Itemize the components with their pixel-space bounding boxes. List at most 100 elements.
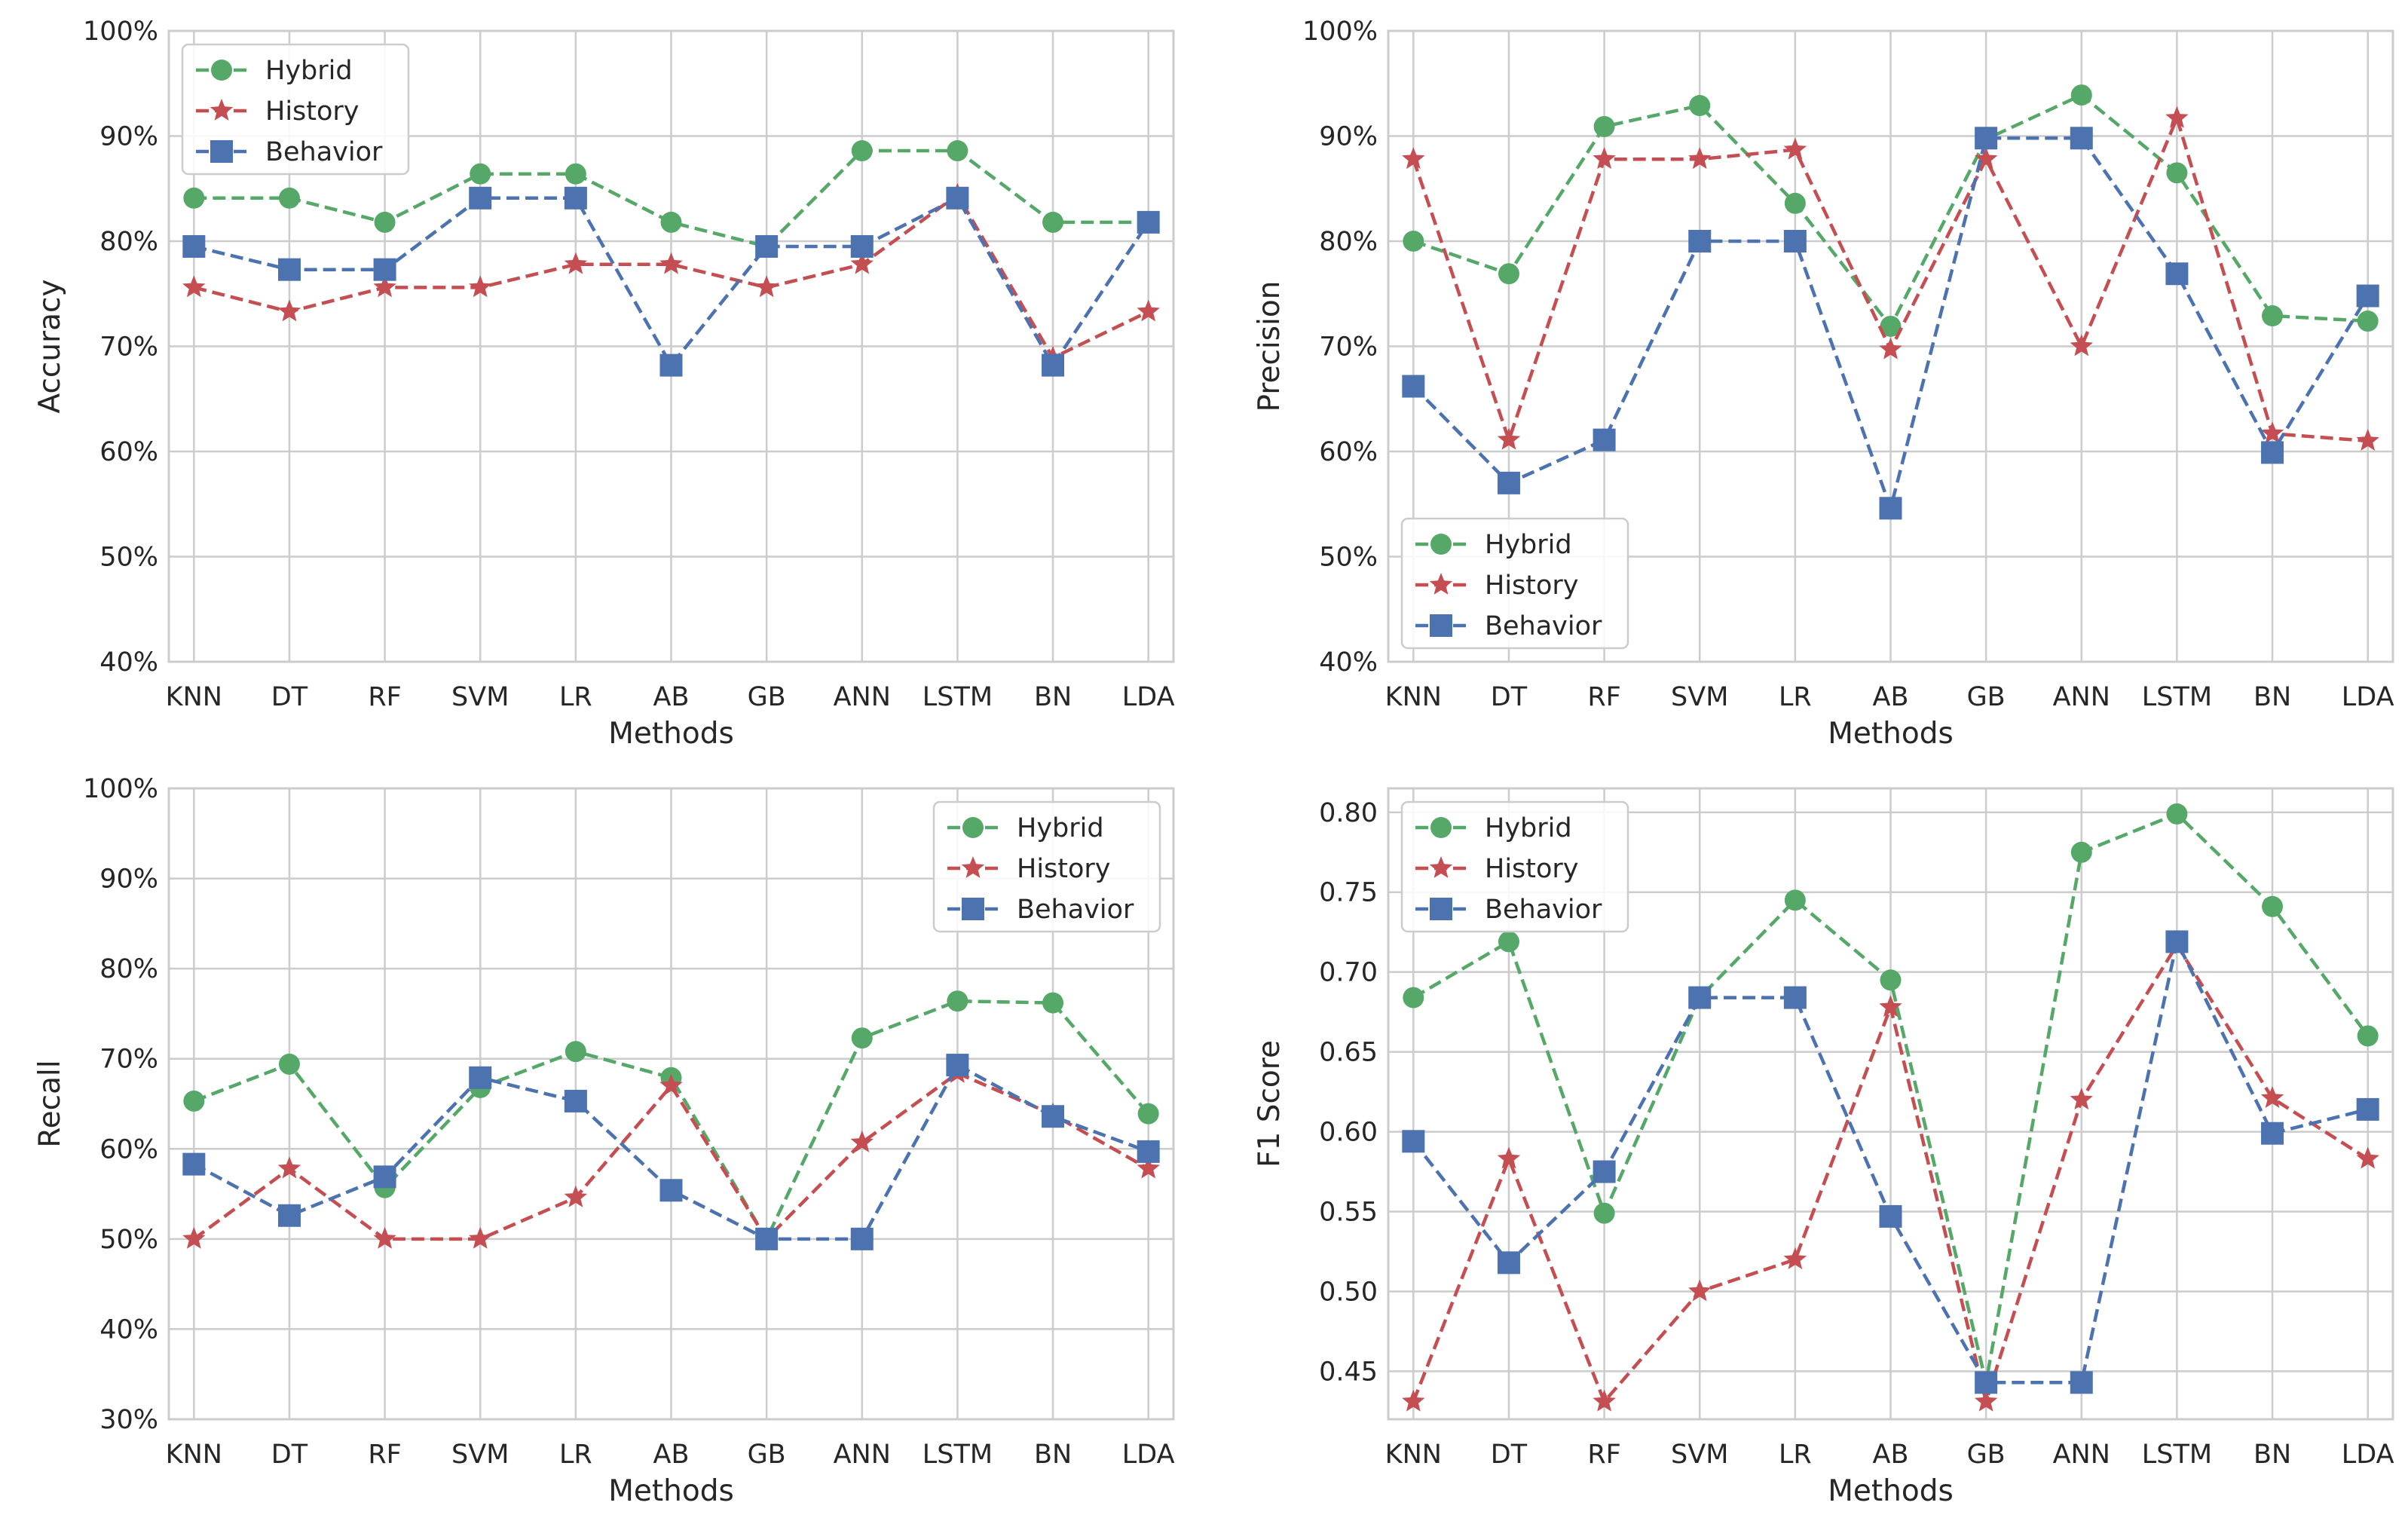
x-tick-label: LR <box>1779 1440 1812 1470</box>
x-tick-label: LSTM <box>2142 1440 2212 1470</box>
data-point-behavior <box>182 1152 206 1176</box>
series-line-hybrid <box>194 148 1149 249</box>
x-axis-label: Methods <box>608 1474 734 1508</box>
data-point-behavior <box>659 1179 683 1202</box>
data-point-hybrid <box>1880 315 1902 337</box>
data-point-behavior <box>1593 428 1616 451</box>
legend-label: Behavior <box>265 137 383 167</box>
data-point-behavior <box>469 1066 492 1089</box>
series-behavior <box>182 1054 1160 1250</box>
x-tick-label: SVM <box>451 1440 509 1470</box>
x-tick-label: ANN <box>2053 1440 2110 1470</box>
data-point-history <box>2356 429 2379 451</box>
data-point-history <box>2165 106 2189 128</box>
data-point-behavior <box>277 258 301 281</box>
data-point-behavior <box>946 1054 969 1077</box>
data-point-hybrid <box>2262 895 2284 917</box>
y-tick-label: 100% <box>1302 17 1378 47</box>
data-point-behavior <box>1497 471 1520 494</box>
x-tick-label: AB <box>653 682 690 712</box>
y-tick-label: 60% <box>99 437 158 467</box>
legend-marker-hybrid <box>1430 817 1452 838</box>
data-point-hybrid <box>2070 841 2092 863</box>
data-point-behavior <box>1137 210 1160 234</box>
legend-entry-behavior: Behavior <box>1415 611 1602 641</box>
y-tick-label: 100% <box>83 17 158 47</box>
x-tick-label: DT <box>271 1440 308 1470</box>
legend-entry-behavior: Behavior <box>947 895 1134 925</box>
data-point-behavior <box>1402 1130 1425 1153</box>
legend-marker-history <box>1429 573 1453 595</box>
data-point-behavior <box>2165 930 2189 953</box>
x-tick-label: SVM <box>1671 1440 1728 1470</box>
data-point-history <box>2356 1146 2379 1169</box>
data-point-history <box>469 275 492 298</box>
data-point-behavior <box>2356 284 2379 308</box>
data-point-history <box>1879 995 1902 1018</box>
legend-label: Hybrid <box>265 56 353 86</box>
y-tick-label: 70% <box>99 1045 158 1075</box>
x-tick-label: RF <box>368 1440 401 1470</box>
legend-label: Hybrid <box>1485 530 1572 560</box>
data-point-hybrid <box>1498 931 1519 953</box>
legend: Hybrid History Behavior <box>1400 800 1629 933</box>
x-tick-label: BN <box>2253 1440 2291 1470</box>
data-point-hybrid <box>1042 992 1064 1014</box>
series-behavior <box>1402 930 2379 1394</box>
data-point-hybrid <box>1498 263 1519 285</box>
data-point-history <box>182 1226 206 1249</box>
subplot-f1-score: 0.45 0.50 0.55 0.60 0.65 0.70 0.75 0.80 KNN DT RF S… <box>1253 787 2394 1508</box>
data-point-hybrid <box>947 140 968 162</box>
y-tick-label: 80% <box>1319 227 1378 257</box>
data-point-hybrid <box>947 990 968 1012</box>
data-point-behavior <box>373 258 396 281</box>
y-tick-label: 0.60 <box>1319 1118 1378 1148</box>
legend-marker-behavior <box>1430 898 1452 920</box>
data-point-history <box>1497 427 1521 450</box>
series-hybrid <box>1403 803 2379 1394</box>
subplot-precision: 40% 50% 60% 70% 80% 90% 100% KNN DT RF SVM LR AB GB AN… <box>1253 17 2394 751</box>
data-point-history <box>373 1226 396 1249</box>
x-tick-label: BN <box>2253 682 2291 712</box>
data-point-hybrid <box>1403 987 1424 1008</box>
subplot-accuracy: 40% 50% 60% 70% 80% 90% 100% KNN DT RF SVM LR AB GB AN… <box>33 17 1175 751</box>
data-point-hybrid <box>1137 1103 1159 1125</box>
data-point-hybrid <box>2357 311 2379 332</box>
data-point-history <box>659 1073 683 1096</box>
legend-marker-behavior <box>962 898 984 920</box>
legend-entry-history: History <box>947 854 1111 884</box>
legend-marker-history <box>210 99 234 121</box>
legend-marker-hybrid <box>211 60 232 81</box>
y-tick-label: 0.50 <box>1319 1277 1378 1307</box>
legend-entry-history: History <box>1415 571 1579 601</box>
data-point-history <box>1783 137 1807 160</box>
data-point-history <box>373 275 396 298</box>
data-point-history <box>564 252 588 274</box>
data-point-hybrid <box>1784 889 1806 911</box>
x-tick-label: ANN <box>834 1440 891 1470</box>
legend-entry-history: History <box>196 96 360 127</box>
data-point-hybrid <box>2070 84 2092 106</box>
x-tick-label: DT <box>1491 1440 1528 1470</box>
plot-frame <box>167 29 1175 663</box>
data-point-behavior <box>2165 262 2189 286</box>
x-tick-label: LDA <box>1122 682 1175 712</box>
data-point-history <box>850 1130 874 1152</box>
data-point-behavior <box>659 353 683 377</box>
legend-label: History <box>1017 854 1111 884</box>
data-point-behavior <box>1879 1204 1902 1228</box>
y-tick-label: 70% <box>1319 332 1378 363</box>
data-point-behavior <box>277 1204 301 1227</box>
data-point-behavior <box>2070 127 2093 150</box>
plot-frame <box>167 787 1175 1421</box>
data-point-behavior <box>564 186 587 210</box>
data-point-history <box>2260 1086 2284 1108</box>
data-point-history <box>659 252 683 274</box>
data-point-history <box>564 1185 588 1207</box>
y-axis-label: F1 Score <box>1253 1040 1287 1167</box>
legend-box <box>1400 800 1629 933</box>
x-tick-label: LR <box>559 1440 592 1470</box>
data-point-history <box>1974 1389 1998 1412</box>
